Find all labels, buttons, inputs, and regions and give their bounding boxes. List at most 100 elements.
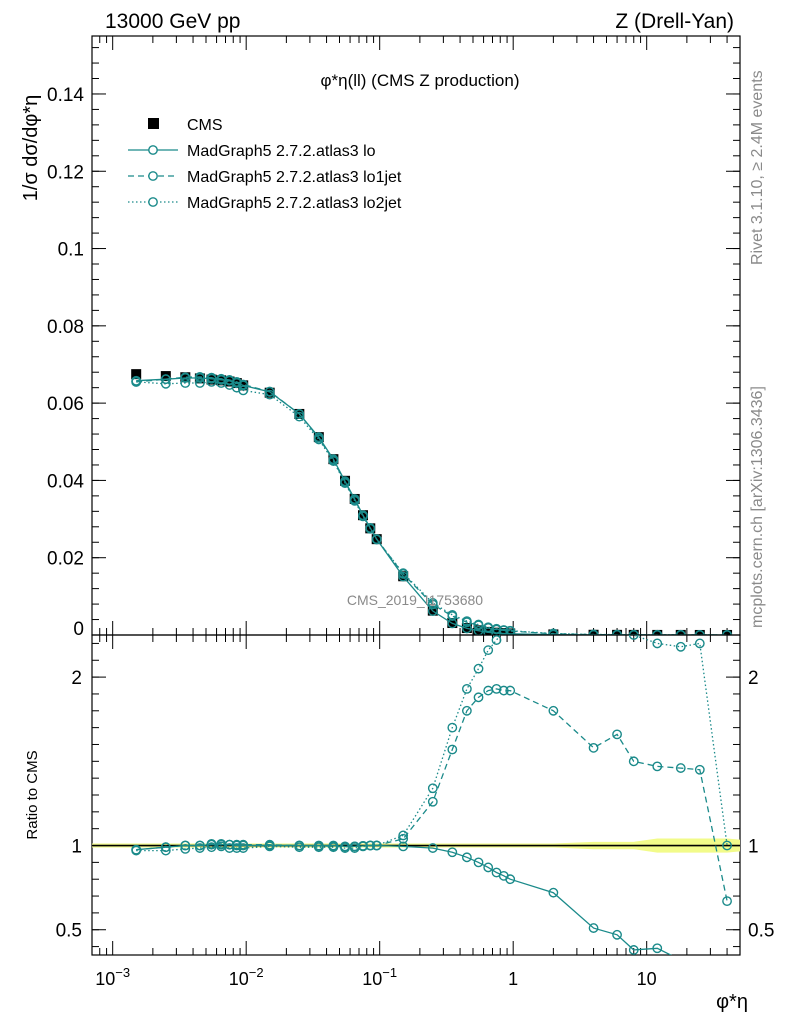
series-marker-solid: [628, 945, 639, 955]
series-marker-dotted: [628, 635, 639, 640]
series-marker-dashed: [224, 375, 235, 385]
series-marker-dotted: [498, 625, 509, 635]
cms-data-point: [224, 376, 235, 387]
series-marker-dotted: [313, 842, 324, 853]
series-marker-solid: [447, 847, 458, 858]
series-marker-dotted: [365, 840, 376, 851]
legend-label: CMS: [187, 117, 223, 134]
series-marker-dashed: [160, 842, 171, 853]
series-marker-dotted: [340, 478, 350, 489]
header-right: Z (Drell-Yan): [615, 10, 734, 33]
series-marker-dotted: [589, 606, 597, 614]
series-marker-dotted: [194, 843, 205, 853]
series-marker-dotted: [238, 385, 249, 396]
watermark: CMS_2019_I1753680: [347, 592, 483, 608]
series-marker-dotted: [675, 641, 686, 652]
series-marker-solid: [548, 887, 559, 898]
cms-data-point: [491, 627, 502, 635]
x-tick-label: 10−2: [229, 965, 264, 989]
series-marker-dotted: [491, 635, 502, 645]
legend: CMS MadGraph5 2.7.2.atlas3 lo MadGraph5 2.…: [128, 117, 402, 212]
cms-data-point: [498, 628, 509, 635]
series-marker-dotted: [206, 842, 217, 853]
cms-data-point: [160, 371, 171, 382]
y-tick-label: 2: [71, 668, 82, 689]
series-marker-dotted: [483, 645, 494, 656]
series-marker-dotted: [491, 623, 502, 634]
main-y-label: 1/σ dσ/dφ*η: [20, 95, 42, 202]
series-marker-dotted: [340, 843, 350, 853]
series-marker-dashed: [483, 685, 494, 696]
series-marker-dotted: [371, 534, 382, 545]
series-marker-dotted: [231, 382, 242, 393]
x-tick-label: 10−1: [362, 965, 397, 989]
series-marker-dotted: [461, 683, 472, 694]
series-marker-dashed: [675, 763, 686, 773]
legend-marker-cms: [148, 118, 159, 129]
series-marker-dotted: [180, 378, 191, 388]
series-marker-dotted: [238, 843, 249, 853]
series-marker-dotted: [365, 523, 376, 534]
series-marker-dotted: [349, 843, 360, 853]
series-marker-dashed: [722, 896, 732, 907]
series-marker-dotted: [722, 840, 732, 851]
series-marker-dotted: [180, 843, 191, 854]
series-marker-dotted: [224, 843, 235, 853]
series-marker-dotted: [313, 434, 324, 445]
series-marker-solid: [612, 929, 622, 940]
series-marker-solid: [588, 923, 599, 933]
cms-data-point: [694, 629, 705, 635]
y-tick-label: 1: [71, 837, 82, 858]
series-line-dotted: [136, 635, 728, 852]
series-marker-solid: [652, 943, 663, 954]
series-marker-dotted: [505, 625, 516, 635]
series-marker-dotted: [694, 638, 705, 649]
series-marker-solid: [461, 623, 472, 634]
series-marker-dashed: [498, 685, 509, 696]
series-line-dashed: [136, 688, 728, 902]
plot-title: φ*η(ll) (CMS Z production): [320, 71, 519, 90]
cms-data-point: [722, 629, 733, 635]
series-marker-dotted: [427, 783, 438, 794]
series-marker-dashed: [206, 838, 217, 849]
series-marker-solid: [498, 628, 509, 635]
ratio-panel: 10−3 10−2 10−1 1 10 0.5 0.5 1 1 2 2: [56, 606, 774, 989]
series-marker-dotted: [427, 598, 438, 608]
y-tick-label: 0.5: [56, 921, 82, 942]
series-marker-dotted: [371, 840, 382, 851]
cms-data-point: [628, 629, 639, 635]
series-marker-solid: [723, 963, 731, 971]
cms-data-point: [652, 629, 663, 635]
series-marker-dotted: [328, 842, 339, 853]
series-marker-dotted: [231, 843, 242, 853]
series-marker-dotted: [447, 722, 458, 733]
legend-marker-dotted: [148, 197, 158, 207]
series-marker-solid: [505, 874, 516, 885]
series-marker-dotted: [160, 378, 171, 389]
x-tick-label: 10: [637, 969, 657, 989]
y-tick-label: 0.06: [47, 394, 84, 415]
series-marker-dotted: [447, 610, 458, 620]
series-marker-dotted: [652, 638, 663, 649]
series-marker-dashed: [652, 761, 663, 772]
series-marker-dashed: [180, 372, 191, 383]
x-tick-label: 10−3: [95, 965, 130, 989]
series-marker-dashed: [461, 705, 472, 716]
legend-marker-solid: [148, 145, 158, 155]
series-marker-dashed: [427, 796, 438, 807]
series-marker-solid: [483, 862, 494, 873]
series-marker-dashed: [588, 742, 599, 753]
series-marker-solid: [677, 956, 685, 964]
series-marker-dashed: [194, 371, 205, 382]
series-marker-dotted: [206, 376, 217, 387]
y-tick-label: 0.12: [47, 162, 84, 183]
legend-label: MadGraph5 2.7.2.atlas3 lo: [187, 143, 376, 160]
y-tick-label: 0.1: [58, 240, 84, 261]
series-marker-dotted: [398, 568, 409, 579]
series-marker-dotted: [358, 511, 368, 522]
series-marker-dotted: [349, 496, 360, 506]
header-left: 13000 GeV pp: [105, 10, 240, 33]
series-marker-solid: [461, 852, 472, 863]
series-line-solid: [136, 844, 673, 955]
